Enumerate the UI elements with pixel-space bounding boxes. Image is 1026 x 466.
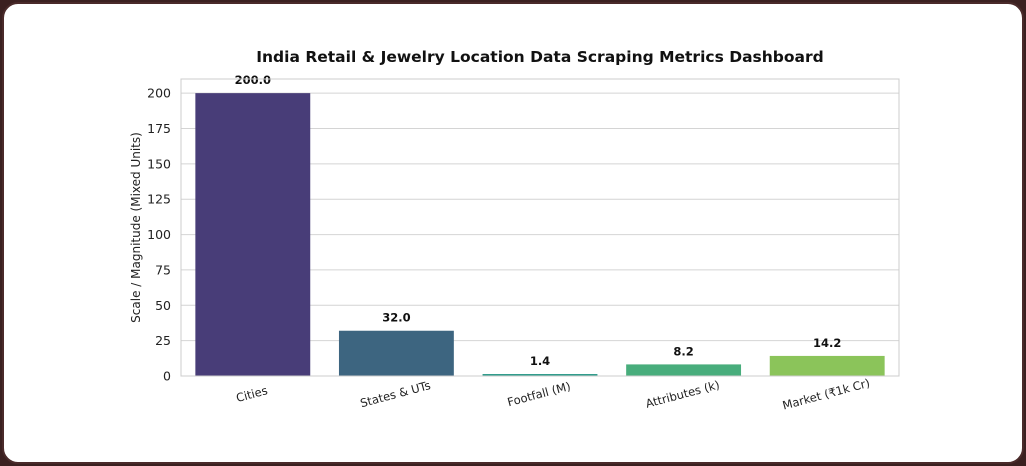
y-tick-label: 200 [147,86,171,101]
data-label: 200.0 [235,73,271,87]
x-axis-ticks: Cities States & UTs Footfall (M) Attributes… [234,376,871,413]
data-labels: 200.0 32.0 1.4 8.2 14.2 [235,73,842,368]
data-label: 32.0 [382,311,410,325]
data-label: 8.2 [673,344,693,358]
x-tick-label: Market (₹1k Cr) [781,376,871,413]
y-tick-label: 25 [155,333,171,348]
y-tick-label: 0 [163,369,171,384]
bars [195,93,885,377]
bar [626,364,742,376]
y-tick-label: 50 [155,298,171,313]
x-tick-label: Footfall (M) [506,379,572,409]
bar [769,355,885,376]
y-axis-ticks: 0 25 50 75 100 125 150 175 200 [147,86,171,384]
y-tick-label: 75 [155,262,171,277]
bar [338,330,454,376]
plot-frame [180,78,900,377]
bar [195,93,311,377]
chart-title: India Retail & Jewelry Location Data Scr… [256,48,823,66]
y-axis-label: Scale / Magnitude (Mixed Units) [129,132,143,323]
x-tick-label: Attributes (k) [644,378,721,411]
y-tick-label: 100 [147,227,171,242]
y-tick-label: 150 [147,156,171,171]
bar-chart: India Retail & Jewelry Location Data Scr… [129,48,900,413]
y-tick-label: 125 [147,192,171,207]
x-tick-label: States & UTs [359,378,432,410]
data-label: 1.4 [530,354,550,368]
bar [482,374,598,376]
data-label: 14.2 [813,336,841,350]
y-tick-label: 175 [147,121,171,136]
x-tick-label: Cities [234,383,269,405]
